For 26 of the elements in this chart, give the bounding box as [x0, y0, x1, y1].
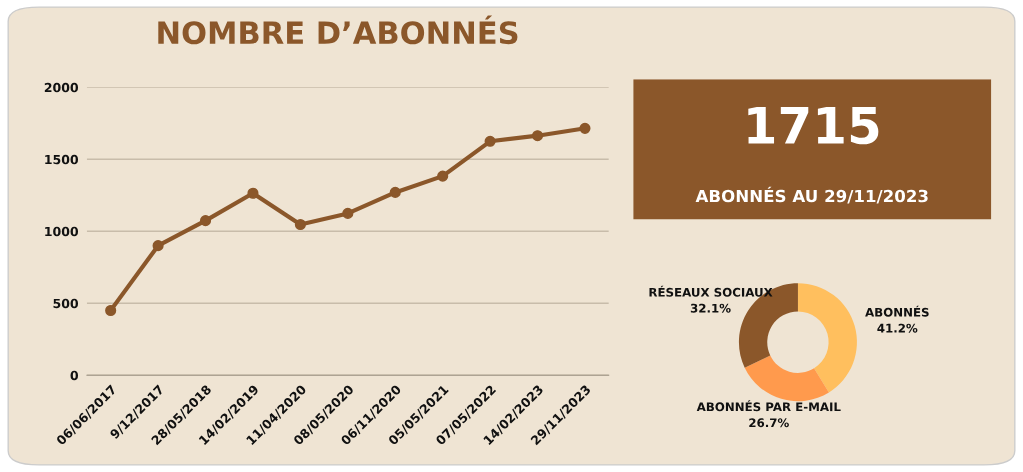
point: [247, 187, 259, 199]
slice-label: ABONNÉS: [865, 305, 929, 317]
point: [389, 186, 401, 198]
y-tick-label: 500: [53, 298, 79, 309]
y-tick-label: 2000: [44, 82, 79, 93]
point: [199, 215, 212, 227]
point: [484, 135, 496, 147]
y-tick-label: 1000: [45, 226, 79, 237]
y-tick-label: 1500: [45, 154, 79, 165]
point: [294, 218, 306, 231]
point: [437, 170, 449, 182]
point: [152, 240, 164, 252]
donut-slice: [744, 355, 829, 402]
data-label: 32.1%: [690, 303, 731, 313]
point: [531, 130, 544, 142]
point: [342, 207, 354, 219]
point: [579, 122, 591, 134]
data-label: 26.7%: [749, 418, 789, 428]
chart-title: NOMBRE D’ABONNÉS: [158, 15, 518, 45]
data-label: 41.2%: [877, 323, 918, 333]
text: ABONNÉS AU 29/11/2023: [695, 186, 928, 204]
y-tick-label: 0: [70, 370, 79, 381]
point: [105, 304, 117, 317]
donut-slice: [797, 283, 857, 393]
text: 1715: [748, 107, 879, 145]
slice-label: ABONNÉS PAR E-MAIL: [696, 400, 841, 412]
